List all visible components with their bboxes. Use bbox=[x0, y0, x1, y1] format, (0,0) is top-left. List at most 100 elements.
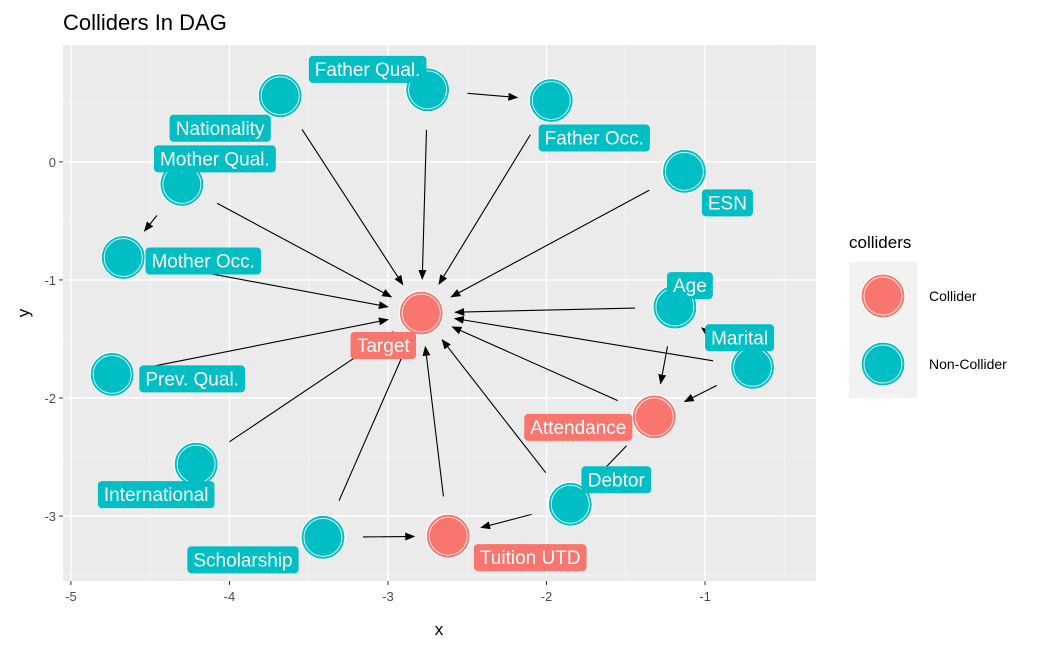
edge-nationality-to-target bbox=[301, 129, 404, 286]
edge-tuition-utd-to-target bbox=[422, 345, 444, 497]
chart-title: Colliders In DAG bbox=[63, 10, 227, 35]
node-label-scholarship: Scholarship bbox=[187, 546, 299, 574]
label-text: Marital bbox=[711, 328, 768, 349]
label-box bbox=[145, 247, 261, 275]
label-box bbox=[581, 466, 652, 494]
legend-item-collider: Collider bbox=[860, 273, 977, 319]
legend-key-circle bbox=[860, 273, 906, 319]
label-box bbox=[187, 546, 299, 574]
edge-age-to-attendance bbox=[658, 346, 669, 385]
label-box bbox=[538, 124, 650, 152]
node-ring bbox=[103, 238, 143, 278]
x-tick-label: -3 bbox=[382, 589, 394, 604]
node-circle bbox=[300, 514, 346, 560]
node-circle bbox=[257, 73, 303, 119]
node-circle bbox=[547, 481, 593, 527]
node-prev-qual bbox=[89, 351, 135, 397]
edge-attendance-to-target bbox=[451, 326, 618, 402]
edge-esn-to-target bbox=[450, 189, 650, 298]
label-box bbox=[350, 332, 417, 359]
y-tick-label: 0 bbox=[49, 155, 56, 170]
node-label-tuition-utd: Tuition UTD bbox=[473, 544, 587, 572]
edge-debtor-to-tuition-utd bbox=[480, 513, 532, 530]
edge-mother-qual-to-mother-occ bbox=[143, 215, 158, 232]
node-label-nationality: Nationality bbox=[169, 114, 271, 142]
node-debtor bbox=[547, 481, 593, 527]
node-circle bbox=[100, 234, 146, 281]
label-text: Tuition UTD bbox=[480, 548, 581, 569]
node-label-father-qual: Father Qual. bbox=[308, 55, 427, 83]
node-ring bbox=[531, 80, 571, 120]
node-label-prev-qual: Prev. Qual. bbox=[139, 365, 245, 393]
node-circle bbox=[729, 344, 776, 390]
legend-key-ring bbox=[863, 276, 903, 316]
label-box bbox=[705, 324, 775, 352]
label-box bbox=[139, 365, 245, 393]
nodes bbox=[89, 67, 776, 560]
y-tick-label: -2 bbox=[44, 391, 56, 406]
label-text: Father Occ. bbox=[545, 128, 644, 149]
node-labels: Father Qual. Nationality Father Occ. ESN Mot… bbox=[97, 55, 775, 574]
edge-age-to-target bbox=[454, 307, 635, 316]
node-ring bbox=[428, 516, 468, 556]
node-marital bbox=[729, 344, 776, 390]
node-international bbox=[173, 441, 219, 487]
label-text: Debtor bbox=[588, 470, 646, 491]
node-ring bbox=[408, 70, 448, 110]
label-box bbox=[524, 413, 633, 441]
label-text: ESN bbox=[708, 193, 747, 214]
x-tick-label: -1 bbox=[699, 589, 711, 604]
node-label-mother-occ: Mother Occ. bbox=[145, 247, 261, 275]
legend-item-non-collider: Non-Collider bbox=[860, 341, 1007, 387]
label-box bbox=[473, 544, 587, 572]
node-label-father-occ: Father Occ. bbox=[538, 124, 650, 152]
node-ring bbox=[92, 354, 132, 394]
label-text: Nationality bbox=[176, 119, 265, 140]
y-axis-ticks: 0 -1 -2 -3 bbox=[44, 155, 63, 524]
label-box bbox=[308, 55, 427, 83]
x-axis-title: x bbox=[435, 620, 444, 639]
x-tick-label: -4 bbox=[224, 589, 236, 604]
label-text: International bbox=[104, 485, 209, 506]
edge-father-qual-to-target bbox=[418, 129, 428, 281]
edge-marital-to-attendance bbox=[683, 384, 718, 403]
label-text: Father Qual. bbox=[315, 60, 421, 81]
node-ring bbox=[550, 484, 590, 524]
legend-keys: Collider Non-Collider bbox=[860, 273, 1007, 387]
node-circle bbox=[661, 148, 708, 194]
legend-label: Non-Collider bbox=[929, 356, 1007, 372]
label-text: Mother Occ. bbox=[151, 252, 254, 273]
node-circle bbox=[528, 77, 574, 124]
node-label-esn: ESN bbox=[701, 189, 753, 217]
node-circle bbox=[398, 290, 444, 336]
edge-father-occ-to-target bbox=[438, 134, 531, 285]
label-box bbox=[153, 145, 276, 173]
x-tick-label: -5 bbox=[65, 589, 77, 604]
node-circle bbox=[631, 394, 677, 440]
node-label-mother-qual: Mother Qual. bbox=[153, 145, 276, 173]
node-ring bbox=[634, 397, 674, 437]
node-attendance bbox=[631, 394, 677, 440]
edge-prev-qual-to-target bbox=[151, 317, 389, 368]
edge-scholarship-to-target bbox=[338, 343, 409, 501]
node-ring bbox=[664, 151, 704, 191]
label-text: Prev. Qual. bbox=[145, 369, 239, 390]
legend-title: colliders bbox=[849, 233, 911, 252]
y-tick-label: -1 bbox=[44, 273, 56, 288]
y-tick-label: -3 bbox=[44, 509, 56, 524]
legend-key-circle bbox=[860, 341, 906, 387]
label-box bbox=[169, 114, 271, 142]
node-ring bbox=[260, 76, 300, 116]
node-target bbox=[398, 290, 444, 336]
node-label-debtor: Debtor bbox=[581, 466, 652, 494]
edge-father-qual-to-father-occ bbox=[467, 92, 519, 101]
node-circle bbox=[425, 513, 471, 559]
node-mother-qual bbox=[159, 161, 205, 207]
x-axis-ticks: -5 -4 -3 -2 -1 bbox=[65, 581, 711, 604]
label-text: Attendance bbox=[530, 418, 626, 439]
legend-key-ring bbox=[863, 344, 903, 384]
node-esn bbox=[661, 148, 708, 194]
x-tick-label: -2 bbox=[541, 589, 553, 604]
node-label-target: Target bbox=[350, 332, 417, 359]
